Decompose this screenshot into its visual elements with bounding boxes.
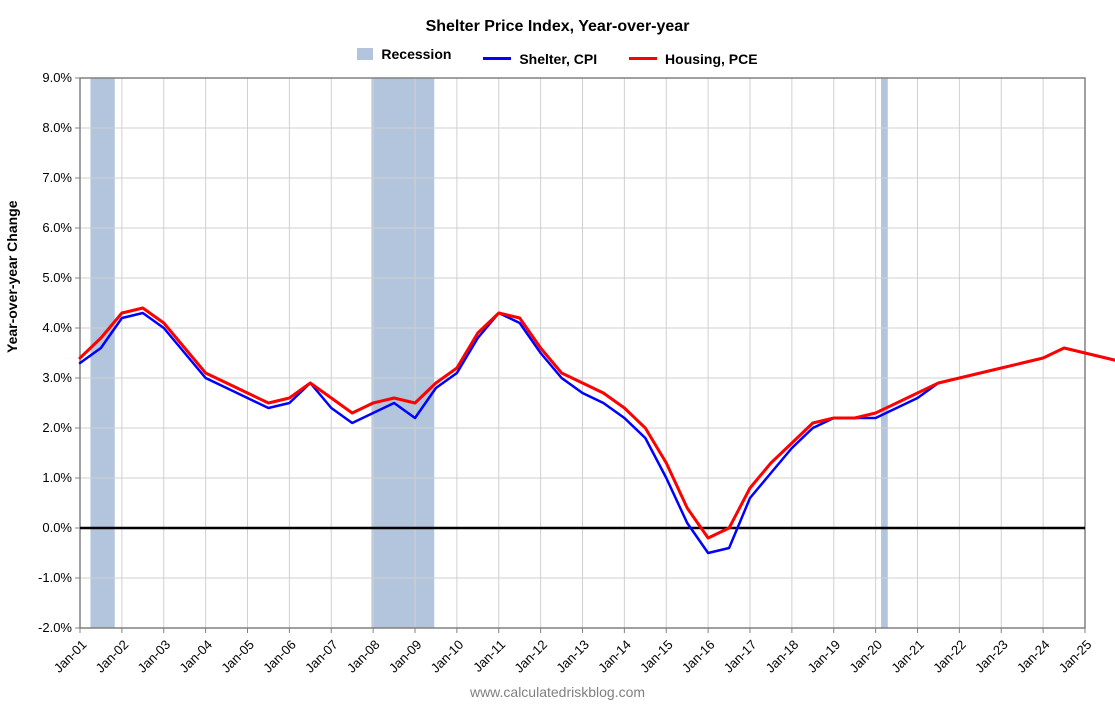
x-tick-label: Jan-02 [93, 637, 132, 676]
y-tick-label: 3.0% [42, 370, 72, 385]
y-tick-label: 1.0% [42, 470, 72, 485]
x-tick-label: Jan-22 [930, 637, 969, 676]
x-tick-label: Jan-08 [344, 637, 383, 676]
y-tick-label: -1.0% [38, 570, 72, 585]
x-tick-label: Jan-23 [972, 637, 1011, 676]
x-tick-label: Jan-01 [51, 637, 90, 676]
recession-band [371, 78, 434, 628]
y-tick-label: 9.0% [42, 70, 72, 85]
y-tick-label: 7.0% [42, 170, 72, 185]
x-tick-label: Jan-19 [805, 637, 844, 676]
x-tick-label: Jan-06 [260, 637, 299, 676]
x-tick-label: Jan-12 [511, 637, 550, 676]
x-tick-label: Jan-13 [553, 637, 592, 676]
x-tick-label: Jan-10 [428, 637, 467, 676]
x-tick-label: Jan-09 [386, 637, 425, 676]
chart-source: www.calculatedriskblog.com [0, 684, 1115, 700]
y-tick-label: 2.0% [42, 420, 72, 435]
y-tick-label: 0.0% [42, 520, 72, 535]
x-tick-label: Jan-07 [302, 637, 341, 676]
x-tick-label: Jan-18 [763, 637, 802, 676]
x-tick-label: Jan-04 [176, 637, 215, 676]
x-tick-label: Jan-25 [1056, 637, 1095, 676]
y-tick-label: 6.0% [42, 220, 72, 235]
y-tick-label: 4.0% [42, 320, 72, 335]
x-tick-label: Jan-05 [218, 637, 257, 676]
x-tick-label: Jan-11 [470, 637, 508, 675]
y-tick-label: 8.0% [42, 120, 72, 135]
recession-band [881, 78, 888, 628]
x-tick-label: Jan-03 [135, 637, 174, 676]
x-tick-label: Jan-24 [1014, 637, 1053, 676]
y-tick-label: -2.0% [38, 620, 72, 635]
chart-plot: -2.0% -1.0% 0.0% 1.0% 2.0% 3.0% 4.0% 5.0% 6.0% 7.… [0, 0, 1115, 706]
x-tick-label: Jan-16 [679, 637, 718, 676]
x-tick-label: Jan-20 [846, 637, 885, 676]
y-tick-label: 5.0% [42, 270, 72, 285]
x-tick-label: Jan-14 [595, 637, 634, 676]
x-tick-label: Jan-15 [637, 637, 676, 676]
x-tick-label: Jan-21 [888, 637, 927, 676]
x-tick-label: Jan-17 [721, 637, 760, 676]
